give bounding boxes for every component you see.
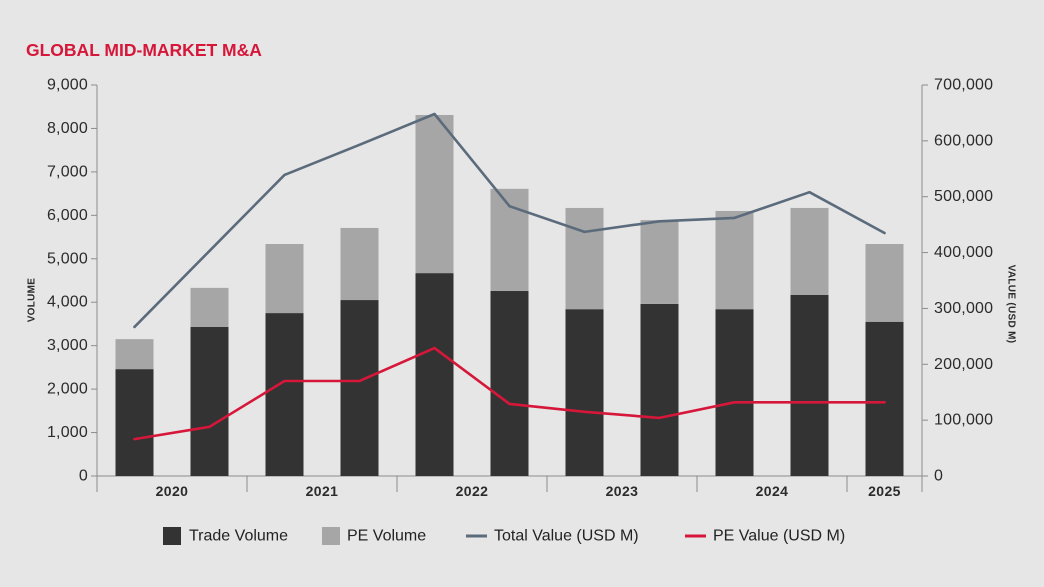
point-total-value-usd-m-10 — [883, 231, 886, 235]
bar-trade-volume-6 — [565, 309, 604, 476]
y-right-tick-label: 700,000 — [934, 77, 993, 94]
bar-pe-volume-9 — [790, 207, 829, 295]
y-left-tick-label: 7,000 — [47, 163, 88, 180]
point-pe-value-usd-m-10 — [883, 401, 886, 404]
bar-trade-volume-10 — [865, 321, 904, 476]
point-pe-value-usd-m-6 — [583, 410, 586, 413]
y-left-axis-title: VOLUME — [27, 278, 38, 323]
bar-pe-volume-3 — [340, 227, 379, 301]
y-left-tick-label: 2,000 — [47, 381, 88, 398]
y-right-tick-label: 500,000 — [934, 188, 993, 205]
point-total-value-usd-m-3 — [358, 143, 361, 146]
chart-title: GLOBAL MID-MARKET M&A — [26, 40, 262, 60]
point-pe-value-usd-m-0 — [133, 437, 136, 441]
bar-series — [115, 114, 904, 476]
bar-pe-volume-1 — [190, 287, 229, 327]
bar-pe-volume-2 — [265, 244, 304, 314]
bar-trade-volume-9 — [790, 294, 829, 476]
bar-trade-volume-4 — [415, 273, 454, 476]
point-pe-value-usd-m-2 — [283, 379, 286, 383]
point-total-value-usd-m-4 — [433, 112, 436, 116]
point-pe-value-usd-m-8 — [733, 401, 736, 404]
y-left-tick-label: 1,000 — [47, 424, 88, 441]
point-total-value-usd-m-8 — [733, 216, 736, 220]
point-total-value-usd-m-5 — [508, 205, 511, 208]
x-tick-label-2020: 2020 — [156, 483, 189, 499]
y-left-tick-label: 6,000 — [47, 207, 88, 224]
bar-trade-volume-0 — [115, 369, 154, 476]
axes: 0 1,000 2,000 3,000 4,000 5,000 6,000 7,000 8,00… — [47, 77, 993, 500]
y-right-tick-label: 400,000 — [934, 244, 993, 261]
point-pe-value-usd-m-7 — [658, 416, 661, 420]
bar-pe-volume-4 — [415, 114, 454, 274]
bar-pe-volume-7 — [640, 220, 679, 304]
y-right-axis-title: VALUE (USD M) — [1006, 265, 1017, 344]
y-right-tick-label: 200,000 — [934, 356, 993, 373]
point-total-value-usd-m-2 — [283, 173, 286, 177]
bar-trade-volume-1 — [190, 326, 229, 476]
x-tick-label-2023: 2023 — [606, 483, 639, 499]
y-left-tick-label: 9,000 — [47, 77, 88, 94]
y-right-tick-label: 600,000 — [934, 132, 993, 149]
point-total-value-usd-m-1 — [208, 249, 211, 253]
y-right-tick-label: 100,000 — [934, 412, 993, 429]
x-tick-label-2025: 2025 — [868, 483, 901, 499]
legend-label-trade-volume: Trade Volume — [189, 528, 288, 545]
y-left-tick-label: 8,000 — [47, 120, 88, 137]
bar-trade-volume-7 — [640, 303, 679, 476]
legend-swatch-pe-volume — [322, 527, 340, 545]
point-pe-value-usd-m-3 — [358, 379, 361, 383]
bar-pe-volume-8 — [715, 210, 754, 310]
y-left-tick-label: 3,000 — [47, 337, 88, 354]
y-right-tick-label: 300,000 — [934, 300, 993, 317]
point-pe-value-usd-m-9 — [808, 401, 811, 404]
legend-label-pe-value: PE Value (USD M) — [713, 528, 845, 545]
legend-swatch-trade-volume — [163, 527, 181, 545]
bar-trade-volume-8 — [715, 309, 754, 476]
legend: Trade Volume PE Volume Total Value (USD … — [163, 527, 845, 545]
point-total-value-usd-m-7 — [658, 220, 661, 223]
y-left-tick-label: 0 — [79, 468, 88, 485]
x-tick-label-2024: 2024 — [756, 483, 789, 499]
bar-pe-volume-10 — [865, 244, 904, 322]
bar-trade-volume-2 — [265, 313, 304, 476]
y-right-tick-label: 0 — [934, 468, 943, 485]
bar-pe-volume-6 — [565, 207, 604, 310]
point-total-value-usd-m-0 — [133, 325, 136, 329]
point-pe-value-usd-m-5 — [508, 402, 511, 406]
y-left-tick-label: 4,000 — [47, 294, 88, 311]
line-series — [133, 112, 886, 441]
bar-pe-volume-0 — [115, 339, 154, 370]
x-tick-label-2021: 2021 — [306, 483, 339, 499]
legend-label-pe-volume: PE Volume — [347, 528, 426, 545]
bar-trade-volume-5 — [490, 290, 529, 476]
point-pe-value-usd-m-1 — [208, 425, 211, 429]
x-tick-label-2022: 2022 — [456, 483, 489, 499]
point-total-value-usd-m-9 — [808, 191, 811, 194]
legend-label-total-value: Total Value (USD M) — [494, 528, 639, 545]
y-left-tick-label: 5,000 — [47, 250, 88, 267]
point-total-value-usd-m-6 — [583, 230, 586, 234]
bar-trade-volume-3 — [340, 300, 379, 476]
point-pe-value-usd-m-4 — [433, 346, 436, 350]
